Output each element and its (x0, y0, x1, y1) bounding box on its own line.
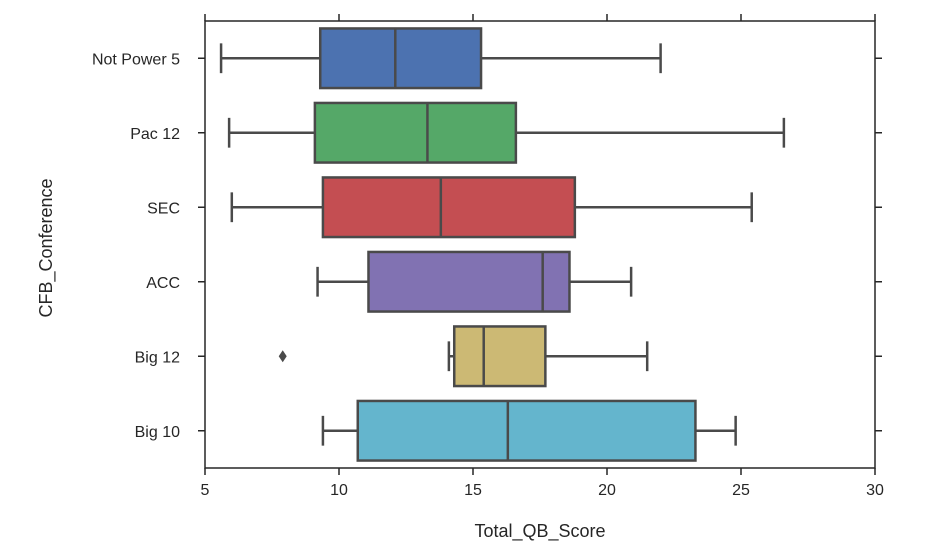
y-tick-label: ACC (146, 275, 180, 292)
outlier-point (278, 350, 287, 363)
box-group (219, 27, 786, 462)
x-tick-label: 15 (464, 482, 482, 499)
plot-frame (204, 20, 876, 469)
iqr-box (318, 27, 483, 90)
x-tick-label: 25 (732, 482, 750, 499)
x-tick-label: 20 (598, 482, 616, 499)
iqr-box (321, 176, 577, 239)
box-3 (230, 176, 753, 239)
box-6 (321, 399, 737, 462)
y-tick-label: Not Power 5 (92, 51, 180, 68)
iqr-box (367, 250, 571, 313)
x-tick-label: 10 (330, 482, 348, 499)
y-axis-label: CFB_Conference (36, 178, 57, 317)
box-1 (219, 27, 662, 90)
x-axis-ticks: 5 10 15 20 25 30 (201, 14, 884, 499)
y-axis-ticks: Not Power 5 Pac 12 SEC ACC Big 12 Big 10 (92, 51, 882, 441)
y-tick-label: Big 12 (135, 349, 180, 366)
iqr-box (313, 101, 518, 164)
box-4 (316, 250, 633, 313)
x-axis-label: Total_QB_Score (474, 521, 605, 542)
y-tick-label: Big 10 (135, 424, 180, 441)
iqr-box (356, 399, 697, 462)
y-tick-label: SEC (147, 200, 180, 217)
iqr-box (452, 325, 547, 388)
box-2 (227, 101, 786, 164)
x-tick-label: 30 (866, 482, 884, 499)
y-tick-label: Pac 12 (130, 126, 180, 143)
x-tick-label: 5 (201, 482, 210, 499)
box-5 (278, 325, 649, 388)
